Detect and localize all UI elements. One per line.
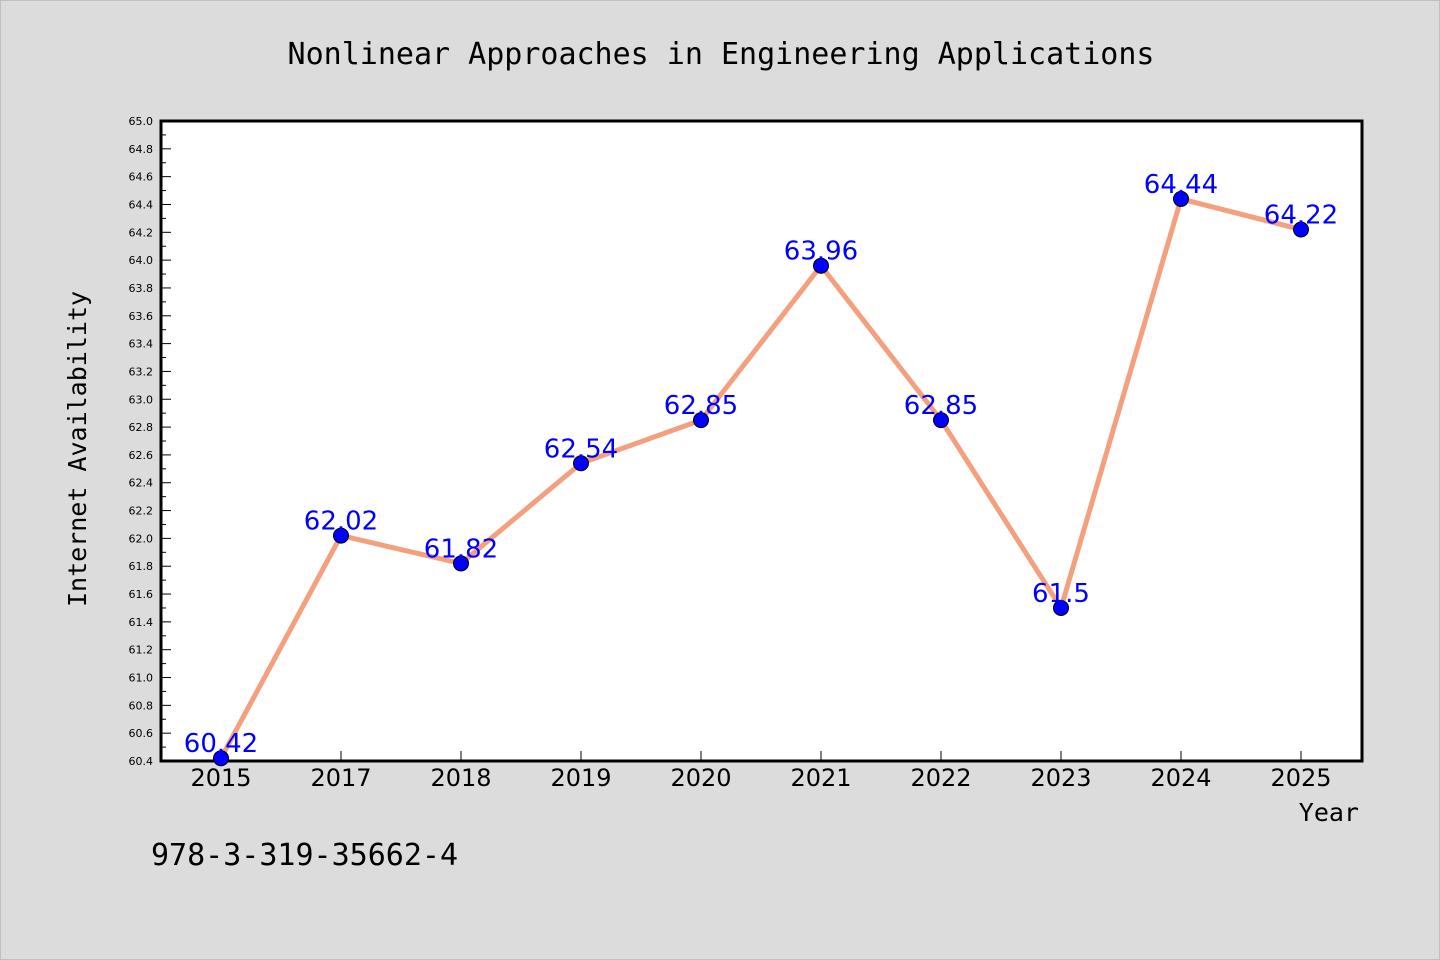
y-tick-label-13: 63.0 xyxy=(129,393,154,406)
x-tick-label-8: 2024 xyxy=(1150,764,1211,792)
y-axis-label: Internet Availability xyxy=(63,291,92,607)
data-label-0: 60.42 xyxy=(184,729,258,759)
data-label-1: 62.02 xyxy=(304,507,378,537)
x-tick-label-5: 2021 xyxy=(790,764,851,792)
data-point-6 xyxy=(933,412,949,429)
y-tick-label-18: 64.0 xyxy=(129,254,154,267)
x-axis-label: Year xyxy=(1299,798,1359,827)
x-tick-label-4: 2020 xyxy=(670,764,731,792)
y-tick-label-3: 61.0 xyxy=(129,672,154,685)
y-tick-label-16: 63.6 xyxy=(129,310,154,323)
x-tick-label-9: 2025 xyxy=(1270,764,1331,792)
data-labels: 60.42 62.02 61.82 62.54 62.85 63.96 62.85 61.5 6… xyxy=(184,170,1338,759)
y-tick-label-12: 62.8 xyxy=(129,421,154,434)
data-point-4 xyxy=(693,412,709,429)
x-tick-label-1: 2017 xyxy=(310,764,371,792)
y-tick-label-9: 62.2 xyxy=(129,505,154,518)
data-point-7 xyxy=(1053,599,1069,616)
chart-title: Nonlinear Approaches in Engineering Appl… xyxy=(288,37,1155,72)
data-point-0 xyxy=(213,750,229,767)
data-point-9 xyxy=(1293,221,1309,238)
y-tick-label-14: 63.2 xyxy=(129,365,154,378)
series-markers xyxy=(213,190,1309,767)
data-point-8 xyxy=(1173,190,1189,207)
data-label-2: 61.82 xyxy=(424,534,498,564)
y-tick-label-11: 62.6 xyxy=(129,449,154,462)
y-tick-label-19: 64.2 xyxy=(129,226,154,239)
plot-area xyxy=(159,119,1364,763)
y-tick-label-21: 64.6 xyxy=(129,171,154,184)
data-label-4: 62.85 xyxy=(664,391,738,421)
x-tick-label-6: 2022 xyxy=(910,764,971,792)
data-point-5 xyxy=(813,257,829,274)
y-tick-label-20: 64.4 xyxy=(129,198,154,211)
data-label-6: 62.85 xyxy=(904,391,978,421)
data-point-1 xyxy=(333,527,349,544)
x-tick-label-3: 2019 xyxy=(550,764,611,792)
y-tick-label-10: 62.4 xyxy=(129,477,154,490)
data-point-2 xyxy=(453,555,469,572)
y-tick-label-15: 63.4 xyxy=(129,338,154,351)
y-axis: 60.4 60.6 60.8 61.0 61.2 61.4 61.6 61.8 62.0 62.2… xyxy=(129,115,171,768)
data-label-7: 61.5 xyxy=(1032,579,1090,609)
y-tick-label-6: 61.6 xyxy=(129,588,154,601)
data-point-3 xyxy=(573,455,589,472)
series-line xyxy=(218,196,1302,760)
y-tick-label-22: 64.8 xyxy=(129,143,154,156)
x-tick-label-7: 2023 xyxy=(1030,764,1091,792)
y-tick-label-17: 63.8 xyxy=(129,282,154,295)
data-label-9: 64.22 xyxy=(1264,201,1338,231)
y-tick-label-7: 61.8 xyxy=(129,560,154,573)
x-tick-label-2: 2018 xyxy=(430,764,491,792)
y-tick-label-23: 65.0 xyxy=(129,115,154,128)
x-tick-label-0: 2015 xyxy=(190,764,251,792)
data-label-8: 64.44 xyxy=(1144,170,1218,200)
y-tick-label-0: 60.4 xyxy=(129,755,154,768)
y-tick-label-1: 60.6 xyxy=(129,727,154,740)
y-tick-label-4: 61.2 xyxy=(129,644,154,657)
x-axis: 2015 2017 2018 2019 2020 2021 2022 2023 2024 2025 xyxy=(190,751,1332,792)
data-label-3: 62.54 xyxy=(544,434,618,464)
y-tick-label-2: 60.8 xyxy=(129,699,154,712)
data-label-5: 63.96 xyxy=(784,237,858,267)
y-tick-label-8: 62.0 xyxy=(129,532,154,545)
y-tick-label-5: 61.4 xyxy=(129,616,154,629)
footer-isbn: 978-3-319-35662-4 xyxy=(151,838,458,873)
